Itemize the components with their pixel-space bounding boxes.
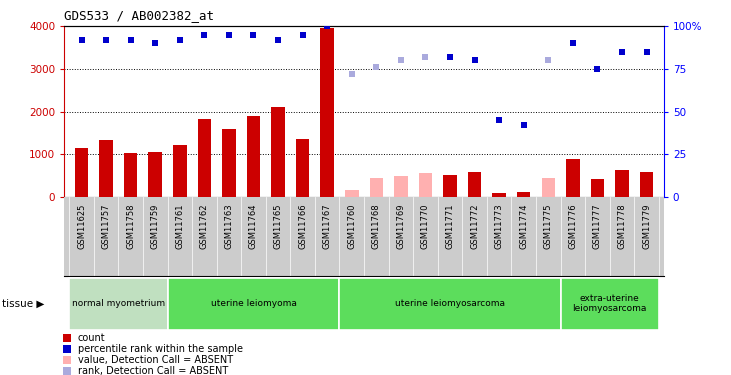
Text: GSM11758: GSM11758	[126, 203, 135, 249]
Text: rank, Detection Call = ABSENT: rank, Detection Call = ABSENT	[77, 366, 228, 375]
Text: GSM11764: GSM11764	[249, 203, 258, 249]
Text: GDS533 / AB002382_at: GDS533 / AB002382_at	[64, 9, 214, 22]
Text: GSM11779: GSM11779	[642, 203, 651, 249]
Bar	[566, 159, 580, 197]
Text: GSM11777: GSM11777	[593, 203, 602, 249]
Bar	[419, 172, 432, 197]
Text: GSM11768: GSM11768	[372, 203, 381, 249]
Text: GSM11771: GSM11771	[445, 203, 455, 249]
Bar	[339, 278, 561, 330]
Text: GSM11766: GSM11766	[298, 203, 307, 249]
Bar	[148, 152, 162, 197]
Text: GSM11776: GSM11776	[568, 203, 577, 249]
Bar	[75, 148, 88, 197]
Text: uterine leiomyoma: uterine leiomyoma	[211, 299, 297, 308]
Bar	[197, 119, 211, 197]
Bar	[561, 278, 659, 330]
Text: percentile rank within the sample: percentile rank within the sample	[77, 344, 243, 354]
Text: normal myometrium: normal myometrium	[72, 299, 165, 308]
Text: GSM11778: GSM11778	[618, 203, 626, 249]
Bar	[320, 28, 334, 197]
Bar	[69, 278, 167, 330]
Bar	[99, 140, 113, 197]
Bar	[370, 178, 383, 197]
Text: tissue ▶: tissue ▶	[2, 299, 45, 309]
Text: GSM11773: GSM11773	[495, 203, 504, 249]
Text: GSM11759: GSM11759	[151, 203, 160, 249]
Bar	[345, 190, 358, 197]
Text: GSM11760: GSM11760	[347, 203, 356, 249]
Text: GSM11769: GSM11769	[396, 203, 406, 249]
Text: GSM11770: GSM11770	[421, 203, 430, 249]
Bar	[640, 172, 654, 197]
Text: uterine leiomyosarcoma: uterine leiomyosarcoma	[395, 299, 505, 308]
Text: value, Detection Call = ABSENT: value, Detection Call = ABSENT	[77, 355, 232, 365]
Bar	[271, 107, 285, 197]
Bar	[394, 176, 408, 197]
Text: GSM11774: GSM11774	[519, 203, 529, 249]
Bar	[542, 178, 555, 197]
Text: GSM11757: GSM11757	[102, 203, 110, 249]
Bar	[616, 170, 629, 197]
Bar	[167, 278, 339, 330]
Text: GSM11767: GSM11767	[322, 203, 332, 249]
Text: GSM11772: GSM11772	[470, 203, 479, 249]
Bar	[296, 139, 309, 197]
Text: GSM11762: GSM11762	[200, 203, 209, 249]
Text: extra-uterine
leiomyosarcoma: extra-uterine leiomyosarcoma	[572, 294, 647, 314]
Bar	[247, 116, 260, 197]
Bar	[173, 145, 186, 197]
Bar	[493, 193, 506, 197]
Bar	[468, 172, 481, 197]
Text: GSM11625: GSM11625	[77, 203, 86, 249]
Bar	[443, 175, 457, 197]
Text: GSM11763: GSM11763	[224, 203, 233, 249]
Bar	[517, 192, 531, 197]
Bar	[124, 153, 137, 197]
Text: GSM11761: GSM11761	[175, 203, 184, 249]
Bar	[591, 178, 605, 197]
Text: GSM11775: GSM11775	[544, 203, 553, 249]
Bar	[222, 129, 235, 197]
Text: count: count	[77, 333, 105, 344]
Text: GSM11765: GSM11765	[273, 203, 283, 249]
